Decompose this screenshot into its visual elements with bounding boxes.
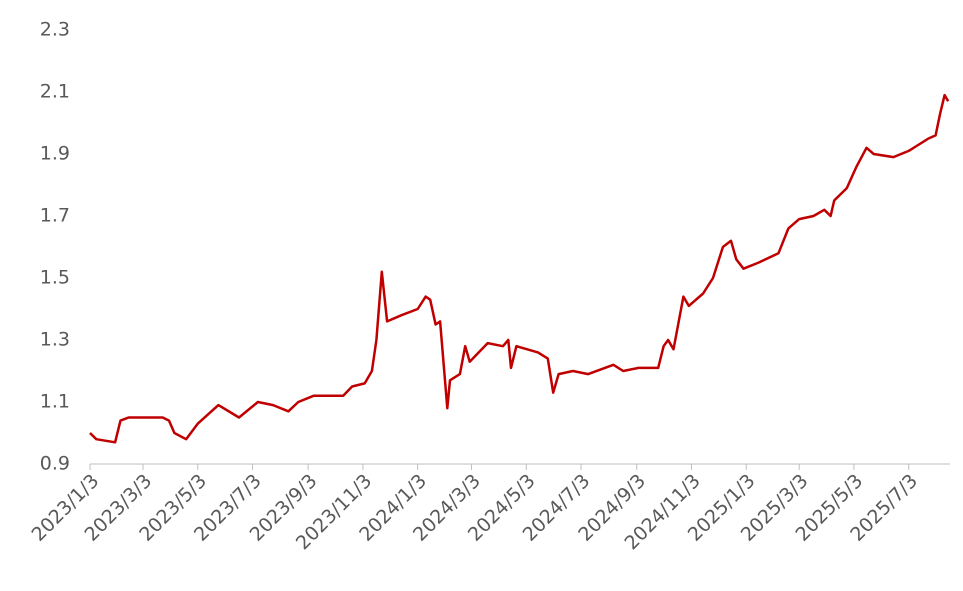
y-tick-label: 1.9 bbox=[40, 143, 70, 165]
y-tick-label: 2.1 bbox=[40, 81, 70, 103]
y-tick-label: 1.7 bbox=[40, 205, 70, 227]
y-tick-label: 0.9 bbox=[40, 453, 70, 475]
line-series bbox=[89, 93, 950, 444]
y-tick-label: 1.3 bbox=[40, 329, 70, 351]
y-tick-label: 1.5 bbox=[40, 267, 70, 289]
y-tick-label: 1.1 bbox=[40, 391, 70, 413]
y-tick-label: 2.3 bbox=[40, 19, 70, 41]
